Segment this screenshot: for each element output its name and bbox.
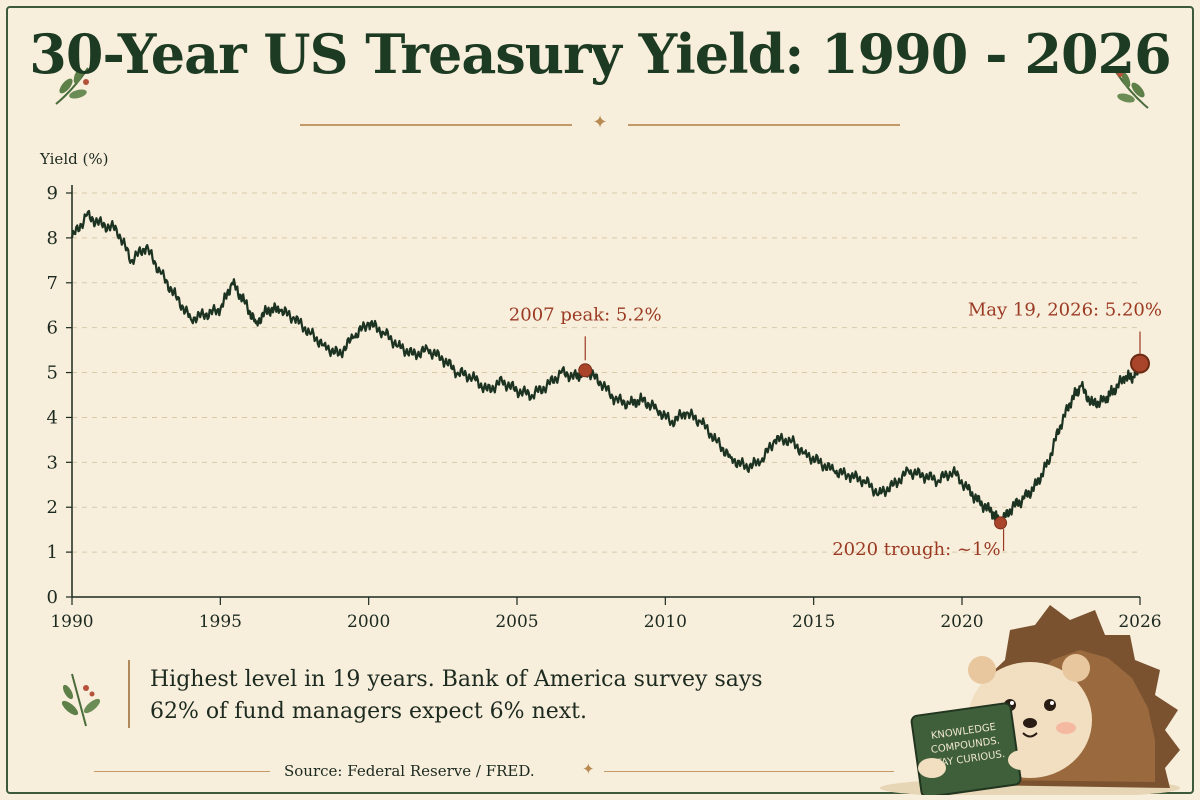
eye-highlight-right — [1050, 701, 1054, 705]
mascot-book: KNOWLEDGE COMPOUNDS. STAY CURIOUS. — [910, 702, 1022, 795]
hedgehog-mascot: KNOWLEDGE COMPOUNDS. STAY CURIOUS. — [880, 605, 1180, 795]
hedgehog-ear-right — [1062, 654, 1090, 682]
hedgehog-cheek-right — [1056, 722, 1076, 734]
note-sprig-icon — [61, 673, 101, 727]
x-tick-label-2000: 2000 — [347, 612, 390, 632]
hedgehog-eye-right — [1044, 699, 1056, 711]
peak-2007-label: 2007 peak: 5.2% — [509, 304, 662, 325]
x-tick-label-1995: 1995 — [199, 612, 242, 632]
hedgehog-nose — [1023, 718, 1037, 728]
y-tick-label-5: 5 — [47, 363, 58, 384]
source-divider-right — [604, 771, 894, 772]
ornament-icon: ✦ — [592, 112, 608, 133]
page-title: 30-Year US Treasury Yield: 1990 - 2026 — [29, 22, 1171, 86]
title-divider-right — [628, 124, 900, 126]
y-axis-label: Yield (%) — [40, 150, 109, 168]
y-tick-label-8: 8 — [47, 228, 58, 249]
hedgehog-paw-left — [918, 758, 946, 778]
source-ornament-icon: ✦ — [582, 760, 595, 778]
x-tick-label-1990: 1990 — [50, 612, 93, 632]
source-divider-left — [94, 771, 270, 772]
source-text: Source: Federal Reserve / FRED. — [284, 762, 535, 780]
title-divider-left — [300, 124, 572, 126]
x-tick-label-2020: 2020 — [940, 612, 983, 632]
hedgehog-ear-left — [968, 656, 996, 684]
y-tick-label-2: 2 — [47, 497, 58, 518]
y-tick-label-4: 4 — [47, 407, 58, 428]
note-line-2: 62% of fund managers expect 6% next. — [150, 699, 588, 724]
left-title-sprig-icon — [55, 67, 89, 105]
yield-series-line — [70, 209, 1142, 528]
note-text: Highest level in 19 years. Bank of Ameri… — [150, 664, 790, 728]
x-tick-label-2026: 2026 — [1118, 612, 1161, 632]
hedgehog-mouth — [1022, 732, 1038, 738]
y-tick-label-1: 1 — [47, 542, 58, 563]
x-tick-label-2015: 2015 — [792, 612, 835, 632]
y-tick-label-3: 3 — [47, 452, 58, 473]
y-tick-label-6: 6 — [47, 318, 58, 339]
eye-highlight-left — [1010, 701, 1014, 705]
y-tick-label-0: 0 — [47, 587, 58, 608]
hedgehog-paw-right — [1008, 750, 1036, 770]
y-tick-label-9: 9 — [47, 183, 58, 204]
latest-marker — [1130, 353, 1150, 374]
x-tick-label-2005: 2005 — [495, 612, 538, 632]
note-line-1: Highest level in 19 years. Bank of Ameri… — [150, 667, 763, 692]
y-tick-label-7: 7 — [47, 273, 58, 294]
x-tick-label-2010: 2010 — [644, 612, 687, 632]
trough-2020-label: 2020 trough: ~1% — [832, 539, 1000, 560]
right-title-sprig-icon — [1115, 71, 1149, 109]
trough-2020-marker — [994, 516, 1008, 530]
peak-2007-marker — [578, 363, 593, 378]
latest-label: May 19, 2026: 5.20% — [968, 300, 1162, 321]
note-accent-bar — [128, 660, 130, 728]
page-frame — [6, 6, 1194, 794]
